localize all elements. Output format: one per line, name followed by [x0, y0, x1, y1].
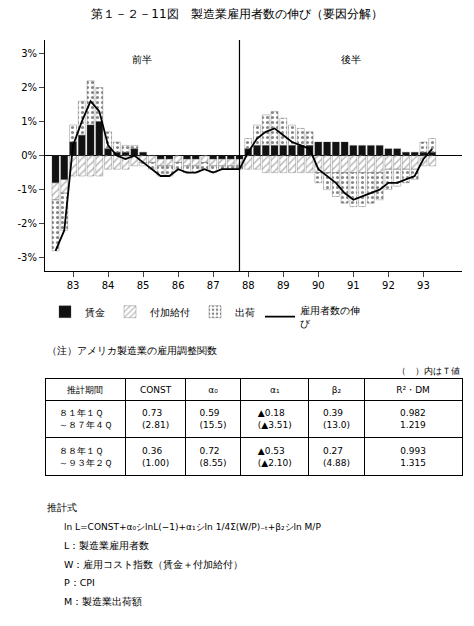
svg-text:88: 88 — [242, 280, 255, 291]
svg-text:（ ）内はＴ値: （ ）内はＴ値 — [397, 366, 460, 376]
svg-text:-1%: -1% — [18, 184, 37, 195]
svg-text:▲0.18(▲3.51): ▲0.18(▲3.51) — [258, 408, 292, 430]
svg-text:（注）アメリカ製造業の雇用調整関数: （注）アメリカ製造業の雇用調整関数 — [47, 345, 217, 356]
svg-text:-3%: -3% — [18, 252, 37, 263]
svg-text:3%: 3% — [21, 48, 37, 59]
svg-text:0.9931.315: 0.9931.315 — [400, 446, 426, 468]
svg-text:87: 87 — [207, 280, 220, 291]
svg-text:0.36(1.00): 0.36(1.00) — [142, 446, 169, 468]
svg-text:0.39(13.0): 0.39(13.0) — [323, 408, 350, 430]
svg-text:84: 84 — [102, 280, 115, 291]
svg-text:８１年１Ｑ～８７年４Ｑ: ８１年１Ｑ～８７年４Ｑ — [59, 408, 112, 430]
svg-text:α₁: α₁ — [270, 385, 280, 395]
svg-text:P：CPI: P：CPI — [64, 577, 95, 588]
svg-text:R²・DM: R²・DM — [396, 385, 430, 395]
svg-text:89: 89 — [277, 280, 290, 291]
svg-text:β₂: β₂ — [332, 385, 342, 395]
svg-text:前半: 前半 — [132, 54, 152, 65]
svg-text:出荷: 出荷 — [235, 307, 255, 318]
svg-text:0.72(8.55): 0.72(8.55) — [200, 446, 227, 468]
svg-text:86: 86 — [172, 280, 185, 291]
svg-text:0.9821.219: 0.9821.219 — [400, 408, 426, 430]
svg-text:雇用者数の伸び: 雇用者数の伸び — [300, 305, 360, 329]
svg-text:91: 91 — [347, 280, 360, 291]
svg-text:推計期間: 推計期間 — [67, 385, 103, 395]
svg-text:▲0.53(▲2.10): ▲0.53(▲2.10) — [258, 446, 292, 468]
svg-text:α₀: α₀ — [208, 385, 218, 395]
svg-text:0.59(15.5): 0.59(15.5) — [200, 408, 227, 430]
svg-text:付加給付: 付加給付 — [150, 307, 190, 318]
svg-text:0.27(4.88): 0.27(4.88) — [323, 446, 350, 468]
svg-text:CONST: CONST — [140, 385, 172, 395]
svg-text:0.73(2.81): 0.73(2.81) — [142, 408, 169, 430]
svg-text:85: 85 — [137, 280, 150, 291]
svg-text:90: 90 — [312, 280, 325, 291]
svg-text:後半: 後半 — [341, 54, 361, 65]
svg-text:-2%: -2% — [18, 218, 37, 229]
svg-text:92: 92 — [382, 280, 395, 291]
svg-text:推計式: 推計式 — [47, 502, 77, 513]
svg-text:賃金: 賃金 — [85, 307, 105, 318]
svg-text:2%: 2% — [21, 82, 37, 93]
svg-text:0%: 0% — [21, 150, 37, 161]
svg-text:L：製造業雇用者数: L：製造業雇用者数 — [64, 540, 149, 551]
svg-text:83: 83 — [67, 280, 80, 291]
svg-text:93: 93 — [417, 280, 430, 291]
svg-text:ln L=CONST+α₀シlnL(−1)+α₁シln 1/: ln L=CONST+α₀シlnL(−1)+α₁シln 1/4Σ(W/P)₋ₜ+… — [64, 522, 321, 532]
svg-text:1%: 1% — [21, 116, 37, 127]
svg-text:M：製造業出荷額: M：製造業出荷額 — [64, 596, 142, 607]
svg-text:W：雇用コスト指数（賃金＋付加給付）: W：雇用コスト指数（賃金＋付加給付） — [64, 559, 243, 570]
svg-text:第１－２－11図 製造業雇用者数の伸び（要因分解）: 第１－２－11図 製造業雇用者数の伸び（要因分解） — [91, 7, 382, 21]
svg-text:８８年１Ｑ～９３年２Ｑ: ８８年１Ｑ～９３年２Ｑ — [59, 446, 112, 468]
